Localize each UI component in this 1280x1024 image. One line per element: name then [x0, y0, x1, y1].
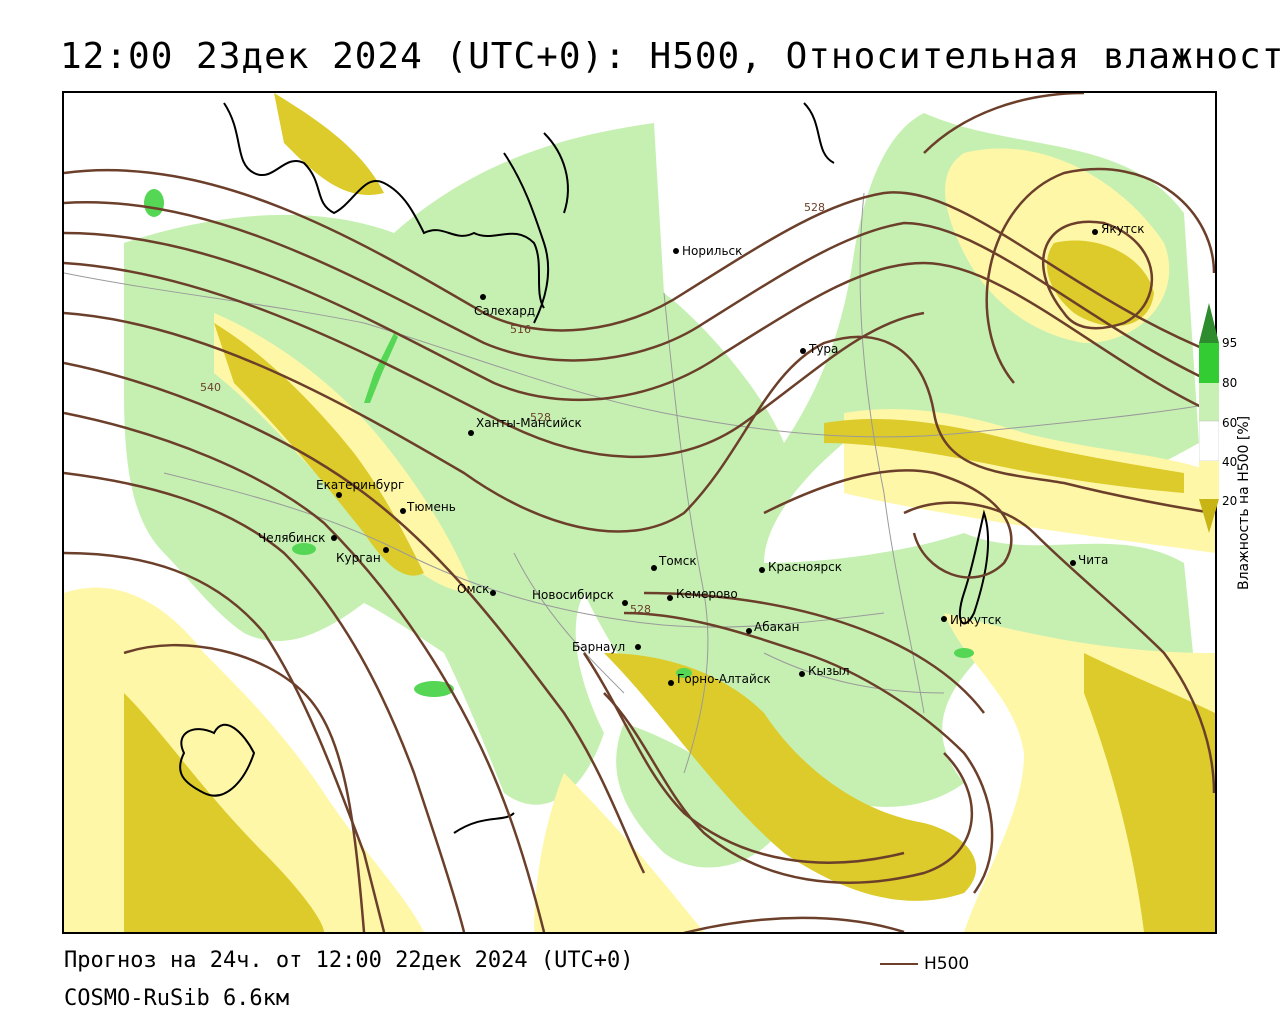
- city-label: Екатеринбург: [316, 478, 404, 492]
- city-label: Тура: [808, 342, 838, 356]
- humidity-green-field: [124, 113, 1199, 868]
- legend: H500: [880, 954, 969, 974]
- colorbar-axis-label: Влажность на H500 [%]: [1236, 415, 1252, 590]
- city-marker: Томск: [651, 554, 697, 571]
- city-label: Чита: [1078, 553, 1108, 567]
- city-label: Иркутск: [950, 613, 1002, 627]
- colorbar-tick: 40: [1222, 455, 1238, 469]
- city-label: Абакан: [754, 620, 799, 634]
- city-marker: Челябинск: [258, 531, 337, 545]
- city-label: Кемерово: [676, 587, 738, 601]
- map-title: 12:00 23дек 2024 (UTC+0): H500, Относите…: [60, 36, 1280, 77]
- colorbar-tick: 20: [1222, 494, 1238, 508]
- colorbar: [1198, 303, 1220, 537]
- map-panel: 516 528 540 528 528 Салехард Норильск Як…: [62, 91, 1217, 934]
- city-label: Ханты-Мансийск: [476, 416, 582, 430]
- city-label: Новосибирск: [532, 588, 614, 602]
- city-marker: Чита: [1070, 553, 1108, 567]
- city-marker: Кызыл: [799, 664, 850, 678]
- city-marker: Абакан: [746, 620, 799, 634]
- city-marker: Омск: [457, 582, 496, 596]
- humidity-map: 516 528 540 528 528 Салехард Норильск Як…: [64, 93, 1215, 932]
- colorbar-swatches: [1198, 303, 1220, 533]
- city-marker: Кемерово: [667, 587, 738, 601]
- model-name: COSMO-RuSib 6.6км: [64, 986, 290, 1011]
- city-marker: Иркутск: [941, 613, 1002, 627]
- city-marker: Ханты-Мансийск: [468, 416, 582, 436]
- city-label: Омск: [457, 582, 489, 596]
- admin-borders: [64, 192, 1215, 774]
- colorbar-tick: 95: [1222, 336, 1238, 350]
- city-label: Томск: [658, 554, 697, 568]
- city-marker: Якутск: [1092, 222, 1145, 236]
- contour-label: 540: [200, 381, 221, 394]
- city-label: Красноярск: [768, 560, 842, 574]
- colorbar-tick: 80: [1222, 376, 1238, 390]
- city-label: Барнаул: [572, 640, 625, 654]
- city-label: Курган: [336, 551, 381, 565]
- contour-label: 528: [804, 201, 825, 214]
- city-label: Норильск: [682, 244, 742, 258]
- colorbar-tick: 60: [1222, 416, 1238, 430]
- forecast-info: Прогноз на 24ч. от 12:00 22дек 2024 (UTC…: [64, 948, 634, 973]
- contour-label: 528: [630, 603, 651, 616]
- city-label: Салехард: [474, 304, 535, 318]
- legend-label: H500: [924, 954, 970, 974]
- city-marker: Тура: [800, 342, 838, 356]
- city-marker: Новосибирск: [532, 588, 628, 606]
- city-marker: Барнаул: [572, 640, 641, 654]
- h500-contours: [64, 93, 1215, 932]
- city-marker: Тюмень: [400, 500, 456, 514]
- coastlines: [179, 102, 990, 834]
- city-marker: Норильск: [673, 244, 742, 258]
- city-marker: Красноярск: [759, 560, 842, 574]
- cities-layer: Салехард Норильск Якутск Тура Ханты-Манс…: [258, 222, 1145, 686]
- humidity-dark-yellow-field: [124, 93, 1215, 932]
- city-marker: Екатеринбург: [316, 478, 404, 498]
- city-label: Тюмень: [406, 500, 456, 514]
- city-label: Кызыл: [808, 664, 850, 678]
- legend-line-swatch: [880, 963, 918, 965]
- city-marker: Салехард: [474, 294, 535, 318]
- city-label: Якутск: [1101, 222, 1145, 236]
- city-marker: Курган: [336, 547, 389, 565]
- city-marker: Горно-Алтайск: [668, 672, 771, 686]
- humidity-high-patches: [144, 189, 974, 697]
- contour-label: 528: [530, 411, 551, 424]
- contour-label: 516: [510, 323, 531, 336]
- city-label: Горно-Алтайск: [677, 672, 771, 686]
- city-label: Челябинск: [258, 531, 325, 545]
